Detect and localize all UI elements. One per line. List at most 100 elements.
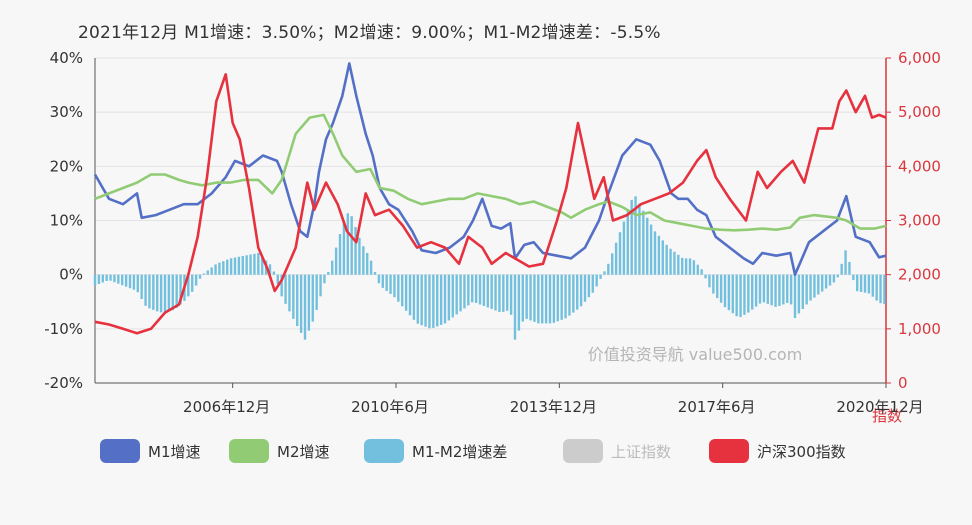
legend-label: M1增速: [148, 442, 201, 461]
bar: [233, 257, 237, 275]
bar: [362, 246, 365, 275]
bar: [502, 274, 505, 312]
y-right-tick-label: 2,000: [898, 266, 941, 284]
bar: [191, 274, 194, 292]
bar: [140, 274, 143, 300]
x-tick-label: 2010年6月: [351, 398, 429, 416]
bar: [758, 274, 762, 304]
bar: [533, 274, 536, 322]
y-left-tick-label: 20%: [50, 157, 83, 175]
bar: [560, 274, 563, 320]
bar: [467, 274, 470, 306]
bar: [867, 274, 871, 294]
bar: [393, 274, 396, 298]
bar: [101, 274, 104, 283]
bar: [156, 274, 159, 312]
y-right-tick-label: 1,000: [898, 320, 941, 338]
bar: [459, 274, 462, 312]
bar: [179, 274, 182, 305]
bar: [840, 263, 843, 275]
bar: [595, 274, 598, 287]
bar: [529, 274, 532, 321]
bar: [385, 274, 388, 291]
legend-item-m1[interactable]: M1增速: [100, 438, 201, 464]
bar: [148, 274, 151, 309]
bar: [731, 274, 734, 314]
y-right-tick-label: 4,000: [898, 157, 941, 175]
bar: [576, 274, 579, 310]
bar: [416, 274, 419, 324]
bar: [681, 257, 684, 275]
bar: [128, 274, 132, 289]
bar: [696, 264, 699, 275]
legend-label: M1-M2增速差: [412, 442, 508, 461]
legend-item-sh[interactable]: 上证指数: [563, 438, 671, 464]
bar: [373, 271, 377, 275]
y-left-tick-label: 30%: [50, 103, 83, 121]
watermark: 价值投资导航 value500.com: [588, 345, 803, 364]
bar: [793, 274, 797, 318]
bar: [817, 274, 820, 295]
legend-swatch: [229, 439, 269, 463]
bar: [241, 256, 244, 275]
legend-swatch: [709, 439, 749, 463]
bar: [723, 274, 727, 308]
bar: [821, 274, 824, 292]
bar: [408, 274, 412, 316]
bar: [428, 274, 431, 329]
bar: [455, 274, 458, 315]
bar: [572, 274, 575, 313]
bar: [552, 274, 556, 323]
bar: [856, 274, 859, 292]
bar: [828, 274, 832, 286]
bar: [875, 274, 878, 301]
bar: [350, 216, 353, 275]
bar: [883, 274, 886, 305]
bar: [797, 274, 801, 314]
bar: [832, 274, 836, 283]
y-right-tick-label: 6,000: [898, 49, 941, 67]
bar: [284, 274, 287, 304]
bar: [303, 274, 307, 340]
bar: [521, 274, 524, 322]
bar: [716, 274, 719, 299]
bar: [226, 259, 229, 275]
y-left-tick-label: 40%: [50, 49, 83, 67]
bar: [525, 274, 528, 319]
legend-item-hs300[interactable]: 沪深300指数: [709, 438, 846, 464]
bar: [346, 213, 349, 275]
bar: [751, 274, 754, 310]
bar: [871, 274, 874, 297]
bar: [272, 271, 276, 275]
y-right-tick-label: 0: [898, 374, 908, 392]
bar: [607, 263, 610, 275]
legend-item-m2[interactable]: M2增速: [229, 438, 330, 464]
bar: [334, 247, 338, 275]
bar: [564, 274, 567, 319]
bar: [342, 222, 346, 275]
bar: [754, 274, 758, 307]
bar: [354, 227, 357, 275]
bar: [517, 274, 521, 331]
bar: [599, 274, 602, 279]
bar: [315, 274, 318, 310]
y-left-tick-label: -20%: [44, 374, 83, 392]
bar: [824, 274, 828, 289]
bar: [587, 274, 591, 298]
bar: [261, 256, 264, 275]
bar: [144, 274, 147, 306]
bar: [618, 232, 622, 275]
bar: [124, 274, 128, 287]
legend-item-diff[interactable]: M1-M2增速差: [364, 438, 507, 464]
bar: [404, 274, 408, 311]
bar: [109, 274, 112, 281]
bar: [513, 274, 517, 340]
bar: [762, 274, 766, 303]
legend-swatch: [100, 439, 140, 463]
legend-swatch: [364, 439, 404, 463]
bar: [105, 274, 108, 281]
bar: [331, 260, 334, 275]
bar: [439, 274, 443, 325]
legend-label: M2增速: [277, 442, 330, 461]
